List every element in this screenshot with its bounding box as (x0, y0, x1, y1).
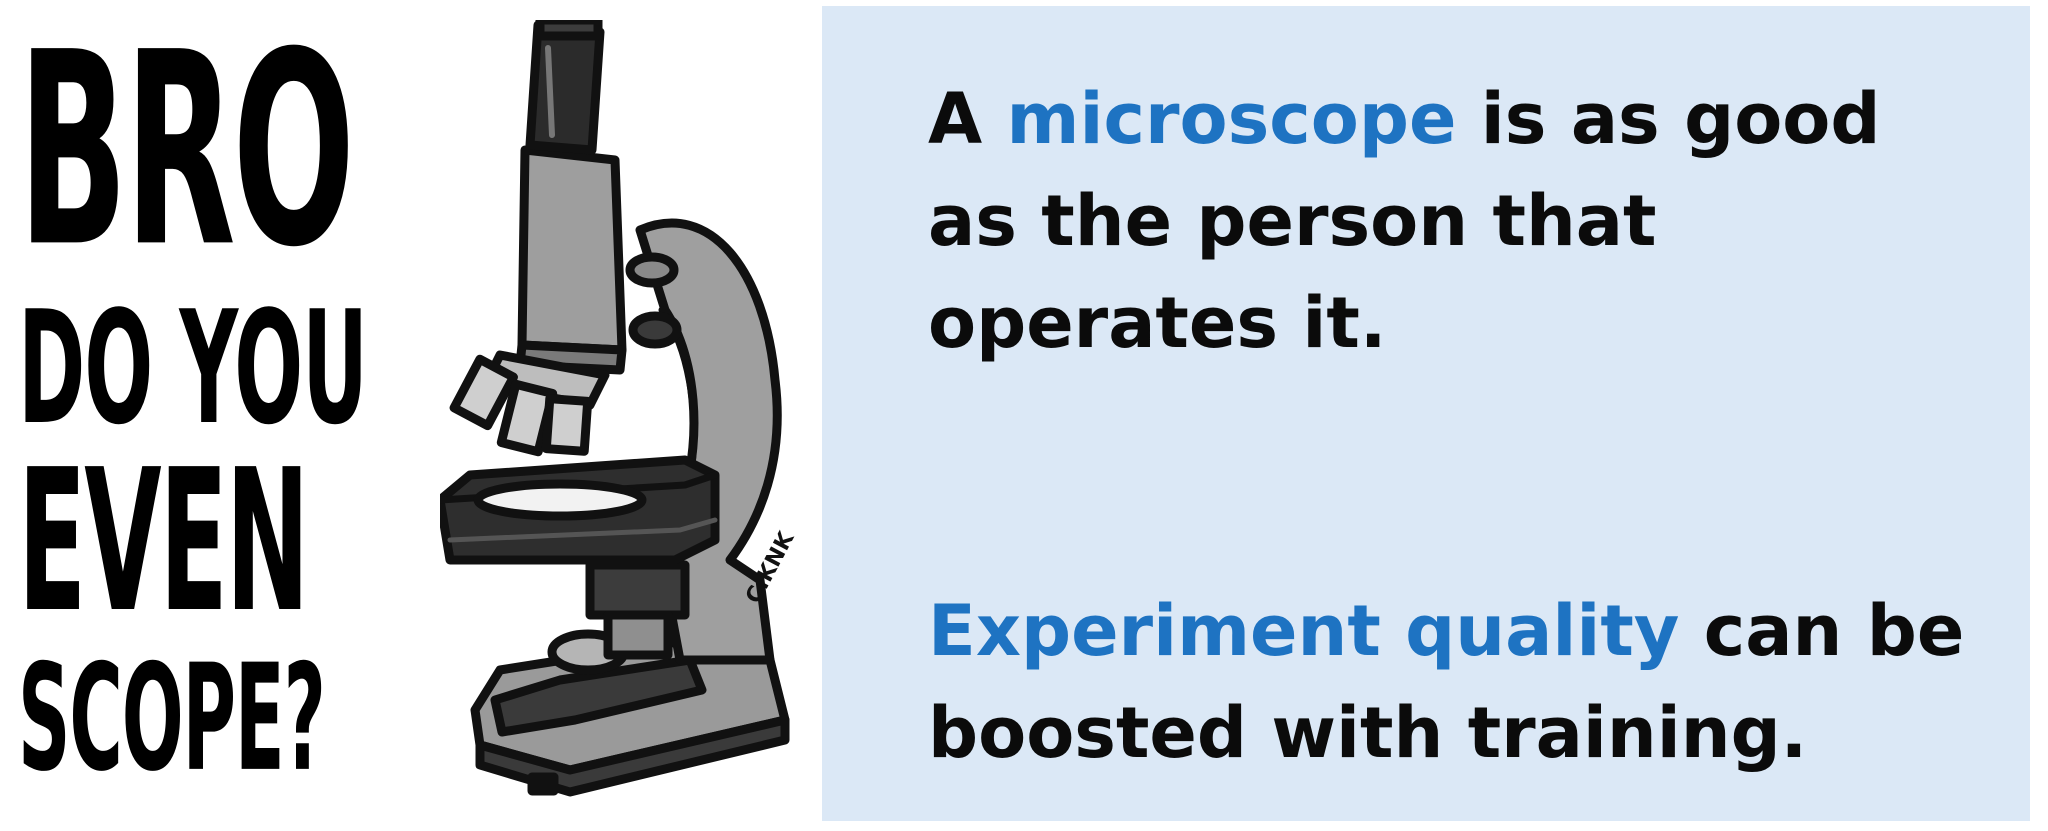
meme-line-bro: BRO (18, 0, 355, 307)
meme-line-do-you: DO YOU (18, 277, 368, 459)
statement-1-highlight: microscope (1006, 78, 1457, 160)
statement-2-line-2: boosted with training. (928, 692, 1808, 774)
meme-poster: BRO DO YOU EVEN SCOPE? (0, 0, 830, 831)
statement-microscope: A microscope is as good as the person th… (928, 68, 1968, 374)
statement-2-suffix: can be (1679, 590, 1965, 672)
statement-1-prefix: A (928, 78, 1007, 160)
meme-title: BRO DO YOU EVEN SCOPE? (18, 0, 438, 792)
statement-1-line-2: as the person that (928, 180, 1657, 262)
statement-2-highlight: Experiment quality (928, 590, 1680, 672)
statement-1-line-3: operates it. (928, 282, 1387, 364)
meme-line-scope: SCOPE? (18, 633, 326, 805)
statement-experiment-quality: Experiment quality can be boosted with t… (928, 580, 2018, 784)
artist-signature: C.KNK (741, 527, 800, 608)
statement-1-suffix: is as good (1456, 78, 1881, 160)
microscope-icon: C.KNK (440, 20, 800, 797)
quote-panel: A microscope is as good as the person th… (822, 6, 2030, 821)
meme-line-even: EVEN (18, 428, 309, 656)
